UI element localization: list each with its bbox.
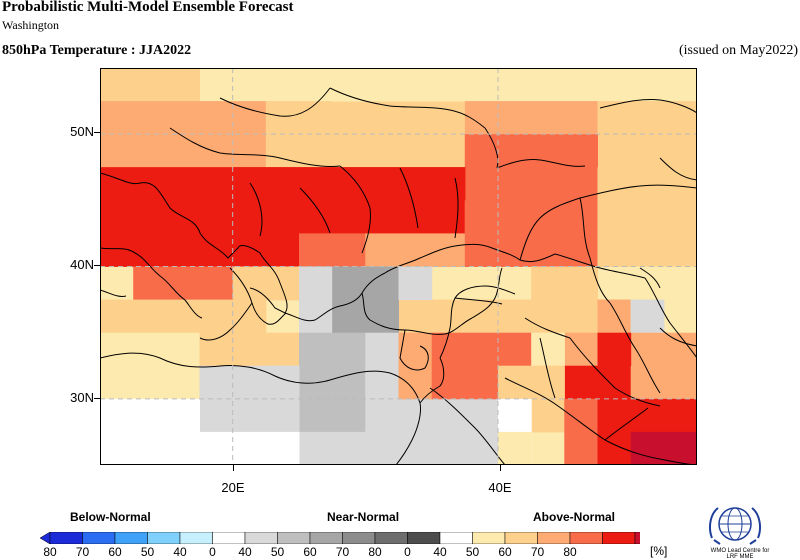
colorbar-segment bbox=[537, 532, 571, 544]
colorbar-segment bbox=[114, 532, 148, 544]
colorbar-label: 60 bbox=[108, 545, 122, 559]
colorbar-label: 0 bbox=[404, 545, 411, 559]
colorbar-unit: [%] bbox=[650, 544, 668, 558]
probability-cell bbox=[464, 200, 598, 267]
colorbar-label: 50 bbox=[465, 545, 480, 559]
probability-cell bbox=[199, 332, 300, 367]
probability-cell bbox=[232, 167, 466, 201]
probability-cell bbox=[597, 332, 632, 367]
forecast-title: Probabilistic Multi-Model Ensemble Forec… bbox=[2, 0, 294, 15]
probability-cell bbox=[663, 431, 697, 465]
probability-cell bbox=[531, 332, 565, 367]
wmo-logo-line1: WMO Lead Centre for bbox=[710, 548, 770, 554]
colorbar-segment bbox=[374, 532, 408, 544]
probability-cell bbox=[299, 332, 366, 433]
lat-tick-50n: 50N bbox=[70, 124, 94, 139]
colorbar-segment bbox=[309, 532, 343, 544]
colorbar-label: 80 bbox=[563, 545, 577, 559]
colorbar-segment bbox=[82, 532, 116, 544]
colorbar-label: 0 bbox=[209, 545, 216, 559]
probability-cell bbox=[365, 233, 466, 267]
legend-above-normal: Above-Normal bbox=[533, 510, 616, 524]
probability-cell bbox=[597, 299, 632, 334]
probability-cell bbox=[597, 101, 697, 168]
probability-cell bbox=[597, 167, 697, 267]
colorbar-segment bbox=[277, 532, 311, 544]
colorbar-label: 50 bbox=[140, 545, 155, 559]
lat-tick-40n: 40N bbox=[70, 257, 94, 272]
lat-tick-30n: 30N bbox=[70, 390, 94, 405]
colorbar-segment bbox=[342, 532, 376, 544]
probability-cell bbox=[398, 266, 433, 301]
probability-cell bbox=[564, 398, 598, 465]
colorbar-label: 80 bbox=[43, 545, 57, 559]
colorbar-label: 40 bbox=[173, 545, 187, 559]
probability-cell bbox=[564, 365, 632, 400]
colorbar bbox=[40, 532, 640, 544]
colorbar-segment bbox=[179, 532, 213, 544]
lat-tickmark bbox=[94, 398, 100, 399]
legend-near-normal: Near-Normal bbox=[327, 510, 400, 524]
colorbar-label: 70 bbox=[530, 545, 545, 559]
probability-cell bbox=[332, 266, 399, 334]
issued-date: (issued on May2022) bbox=[679, 43, 798, 58]
probability-cell bbox=[431, 332, 532, 367]
colorbar-label: 60 bbox=[303, 545, 317, 559]
probability-cell bbox=[531, 266, 598, 334]
probability-cell bbox=[365, 365, 399, 400]
colorbar-segment bbox=[49, 532, 83, 544]
lat-tickmark bbox=[94, 132, 100, 133]
lon-tick-20e: 20E bbox=[221, 480, 245, 495]
colorbar-segment bbox=[407, 532, 441, 544]
probability-cell bbox=[630, 431, 665, 465]
probability-cell bbox=[398, 299, 532, 334]
lon-tickmark bbox=[500, 465, 501, 471]
probability-cell bbox=[232, 266, 300, 301]
wmo-logo-line2: LRF MME bbox=[726, 554, 754, 560]
probability-cell bbox=[299, 431, 499, 465]
probability-cell bbox=[398, 332, 433, 400]
colorbar-label: 60 bbox=[498, 545, 512, 559]
lat-tickmark bbox=[94, 265, 100, 266]
wmo-globe-icon bbox=[709, 507, 761, 545]
colorbar-label: 70 bbox=[335, 545, 350, 559]
lon-tick-40e: 40E bbox=[488, 480, 512, 495]
probability-cell bbox=[597, 398, 632, 465]
colorbar-segment bbox=[439, 532, 473, 544]
probability-cell bbox=[100, 299, 267, 334]
colorbar-segment bbox=[569, 532, 603, 544]
probability-cell bbox=[498, 431, 532, 465]
probability-cell bbox=[365, 398, 499, 433]
probability-cell bbox=[100, 332, 200, 367]
colorbar-segment bbox=[244, 532, 278, 544]
gridlines bbox=[100, 68, 697, 465]
colorbar-arrow-left bbox=[40, 532, 51, 544]
colorbar-segment bbox=[602, 532, 636, 544]
lon-tickmark bbox=[233, 465, 234, 471]
wmo-logo-text: WMO Lead Centre for LRF MME bbox=[690, 548, 790, 560]
colorbar-segment bbox=[212, 532, 246, 544]
colorbar-segment bbox=[504, 532, 538, 544]
colorbar-segment bbox=[147, 532, 181, 544]
legend-below-normal: Below-Normal bbox=[70, 510, 151, 524]
coastlines bbox=[100, 87, 697, 465]
map-canvas bbox=[100, 68, 697, 465]
probability-cell bbox=[332, 68, 499, 102]
forecast-subtitle: Washington bbox=[2, 18, 60, 32]
probability-cell bbox=[100, 431, 300, 465]
colorbar-label: 40 bbox=[238, 545, 252, 559]
colorbar-label: 70 bbox=[75, 545, 90, 559]
variable-title: 850hPa Temperature : JJA2022 bbox=[2, 43, 192, 58]
colorbar-label: 80 bbox=[368, 545, 382, 559]
probability-cell bbox=[630, 299, 665, 334]
colorbar-segment bbox=[472, 532, 506, 544]
colorbar-label: 50 bbox=[270, 545, 285, 559]
probability-map bbox=[100, 68, 697, 465]
colorbar-label: 40 bbox=[433, 545, 447, 559]
colorbar-segment bbox=[634, 532, 640, 544]
